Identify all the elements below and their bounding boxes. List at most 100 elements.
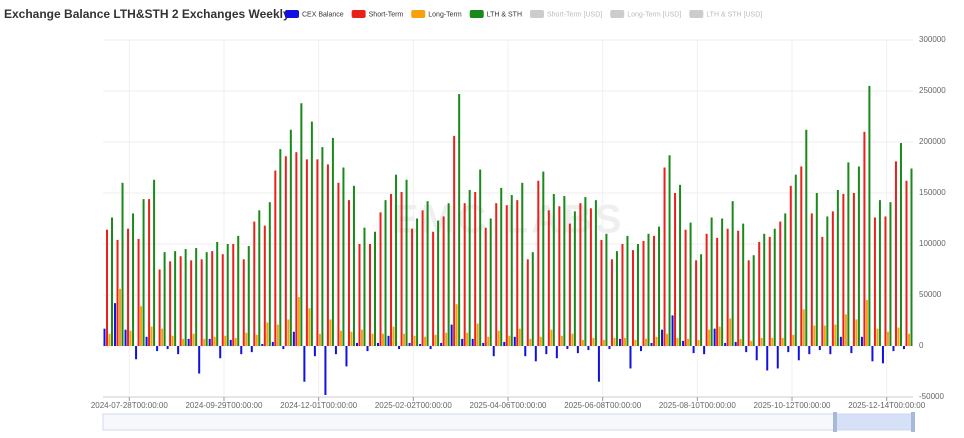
bar [287,319,290,346]
bar [655,336,658,346]
bar [382,333,385,346]
bar [521,182,524,346]
legend-item[interactable]: Short-Term [USD] [530,10,602,18]
bar [106,229,109,346]
legend-item[interactable]: Long-Term [USD] [610,10,681,18]
bar [724,342,727,346]
bar [584,197,587,346]
bar [594,200,597,346]
bar [413,335,416,346]
bar [589,208,592,346]
bar [568,223,571,346]
bar [787,346,790,353]
bar [442,216,445,346]
bar [453,135,456,346]
bar [334,346,337,355]
bar [615,251,618,346]
bar [313,346,316,357]
bar [910,168,913,346]
bar [766,346,769,371]
bar [539,336,542,346]
bar [271,341,274,346]
bar [479,169,482,346]
legend-swatch [530,10,544,18]
legend-swatch [689,10,704,18]
bar [750,340,753,346]
bar [505,205,508,346]
x-tick-label: 2025-04-06T00:00:00 [470,401,548,410]
bar [373,231,376,346]
bar [579,203,582,346]
bar [881,346,884,364]
bar [752,255,755,346]
legend-item[interactable]: CEX Balance [285,10,344,18]
y-tick-label: 100000 [919,239,946,248]
slider-window[interactable] [835,414,913,430]
bar [171,335,174,346]
zoom-slider[interactable] [102,412,915,432]
bar [345,346,348,367]
bar [703,346,706,355]
y-tick-label: -50000 [919,392,944,401]
bar [576,346,579,354]
bar [647,233,650,346]
legend-item[interactable]: Short-Term [351,10,404,18]
legend-item[interactable]: Long-Term [411,10,462,18]
bar [836,189,839,346]
bar [445,332,448,346]
bar [581,339,584,346]
bar [776,346,779,369]
bar [474,191,477,346]
bar [534,346,537,362]
bar [710,217,713,346]
bar [366,346,369,352]
bar [886,331,889,346]
bar [484,227,487,346]
bar [440,342,443,346]
bar [863,131,866,346]
bar [274,170,277,346]
bar [899,143,902,346]
bar [726,228,729,346]
legend-item[interactable]: LTH & STH [469,10,522,18]
y-tick-label: 300000 [919,35,946,44]
bar [266,322,269,346]
bar [850,346,853,354]
legend-label: Long-Term [USD] [627,11,681,18]
bar [308,308,311,346]
bar [392,326,395,346]
bar [779,221,782,346]
bar [547,210,550,346]
bar [758,241,761,346]
bar [742,223,745,346]
bar [142,199,145,346]
bar [745,346,748,353]
bar [844,314,847,346]
bar [855,319,858,346]
bar [684,229,687,346]
slider-handle[interactable] [833,412,837,432]
bar [518,328,521,346]
bar [466,332,469,346]
legend-item[interactable]: LTH & STH [USD] [689,10,762,18]
bar [826,216,829,346]
bar [148,199,151,346]
bar [421,210,424,346]
bar [597,346,600,382]
bar [668,155,671,346]
bar [187,338,190,346]
bar [468,189,471,346]
bar [300,103,303,347]
x-tick-label: 2025-06-08T00:00:00 [564,401,642,410]
legend-label: Short-Term [USD] [547,11,602,18]
bar [416,218,419,346]
slider-handle[interactable] [911,412,915,432]
bar [653,235,656,346]
bar [205,252,208,346]
bar [621,244,624,346]
bar [560,335,563,346]
bar [400,191,403,346]
bar [905,180,908,346]
bar [610,259,613,346]
